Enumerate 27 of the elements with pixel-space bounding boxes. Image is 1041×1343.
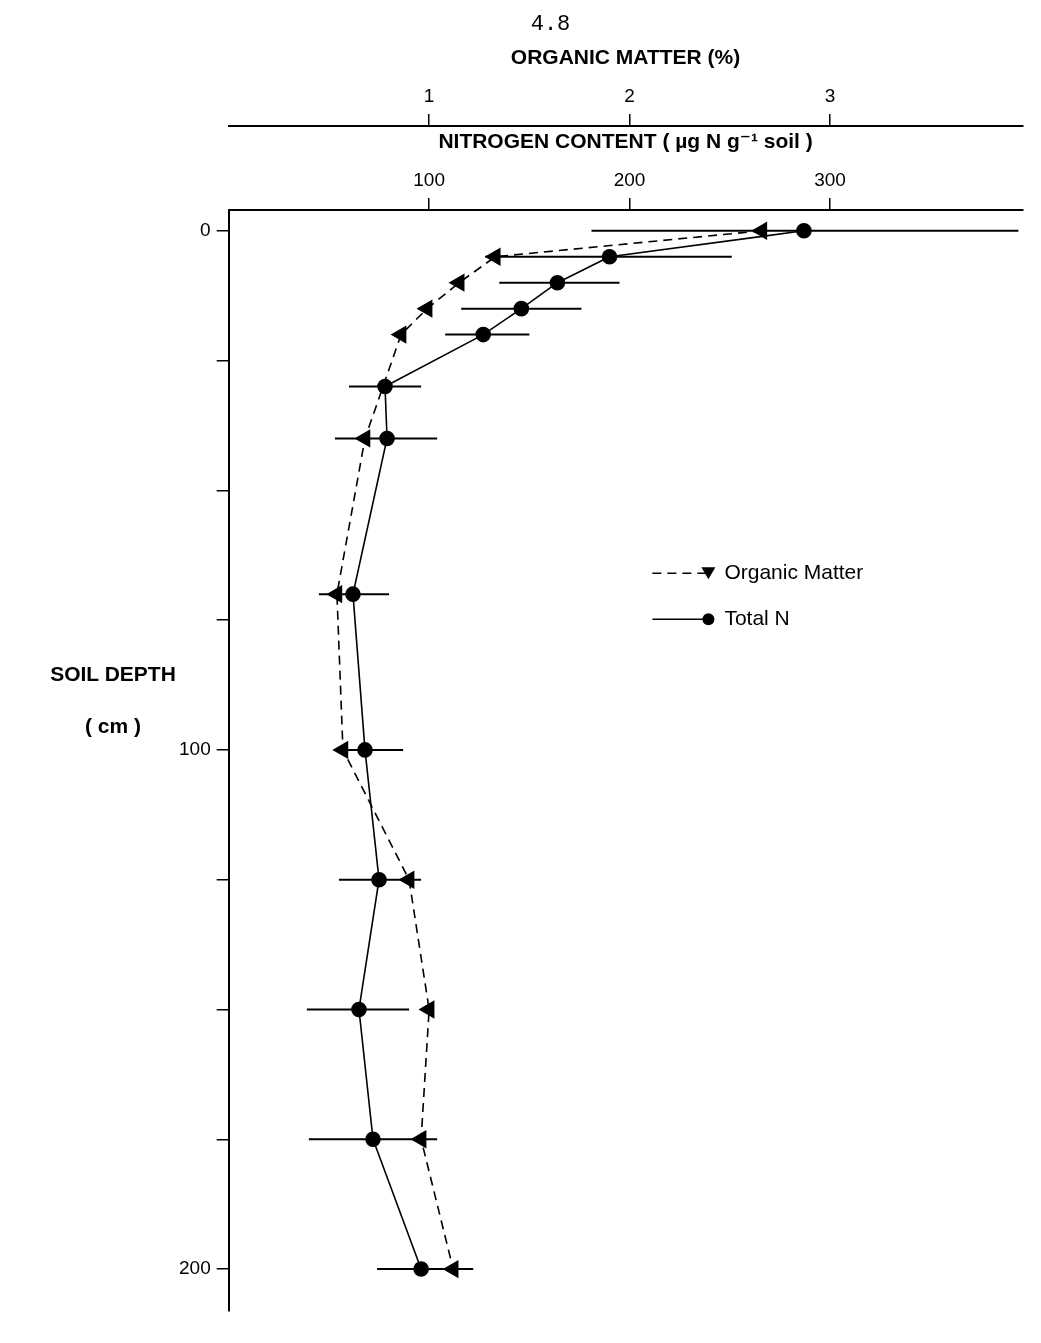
x-tick-label: 200 xyxy=(613,168,646,190)
point xyxy=(391,326,407,344)
point xyxy=(485,248,501,266)
y-tick-label: 100 xyxy=(179,738,211,760)
x2-tick-label: 1 xyxy=(423,84,435,106)
point xyxy=(417,300,433,318)
point xyxy=(449,274,465,292)
point xyxy=(399,871,415,889)
point xyxy=(355,429,371,448)
legend-label: Total N xyxy=(724,605,790,629)
point xyxy=(443,1260,459,1278)
y-tick-label: 0 xyxy=(200,219,211,240)
text: 4.8 xyxy=(530,11,571,37)
legend-label: Organic Matter xyxy=(724,559,864,583)
x-tick-label: 100 xyxy=(413,168,445,190)
point xyxy=(327,585,343,603)
point xyxy=(419,1000,435,1019)
point xyxy=(752,222,768,240)
x2-tick-label: 3 xyxy=(824,84,836,106)
x-tick-label: 300 xyxy=(814,168,846,190)
y-tick-label: 200 xyxy=(179,1257,211,1279)
point xyxy=(411,1130,427,1148)
x-axis-title: NITROGEN CONTENT ( µg N g⁻¹ soil ) xyxy=(438,129,813,153)
x2-axis-title: ORGANIC MATTER (%) xyxy=(510,45,741,69)
text: SOIL DEPTH ( cm ) xyxy=(50,662,176,737)
x2-tick-label: 2 xyxy=(624,84,635,106)
point xyxy=(333,741,349,759)
